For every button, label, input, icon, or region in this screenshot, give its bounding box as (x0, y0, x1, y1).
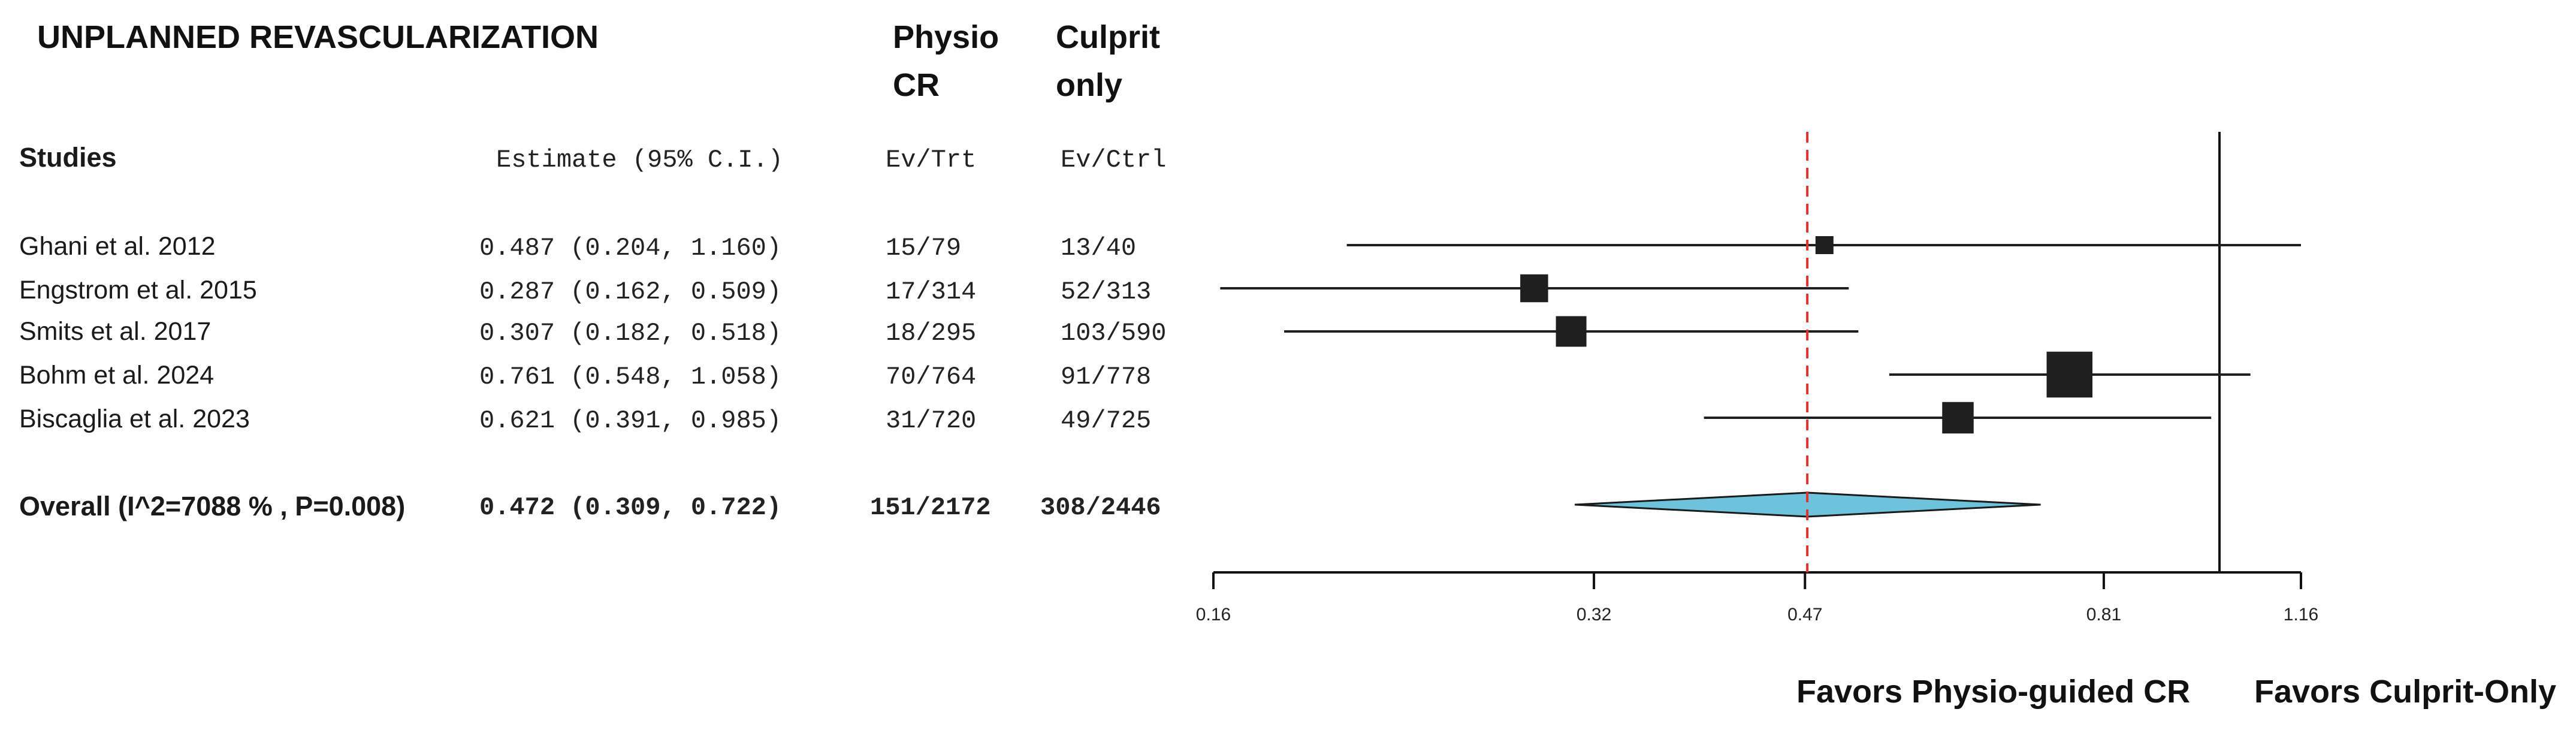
study-row: Bohm et al. 2024 0.761 (0.548, 1.058) 70… (19, 361, 1151, 391)
overall-diamond (1574, 491, 2041, 518)
study-ev-ctrl: 52/313 (1061, 277, 1151, 306)
study-ev-ctrl: 49/725 (1061, 406, 1151, 435)
study-ev-trt: 31/720 (886, 406, 976, 435)
study-label: Smits et al. 2017 (19, 317, 211, 346)
control-group-header-line1: Culprit (1056, 19, 1160, 55)
x-tick-label: 0.32 (1577, 605, 1611, 625)
study-ev-trt: 17/314 (886, 277, 976, 306)
study-label: Bohm et al. 2024 (19, 361, 214, 390)
overall-row: Overall (I^2=7088 % , P=0.008) 0.472 (0.… (19, 491, 1161, 522)
plot-marks: 0.16 0.32 0.47 0.81 1.16 (1196, 132, 2318, 625)
x-tick-label: 1.16 (2284, 605, 2318, 625)
study-estimate: 0.621 (0.391, 0.985) (479, 406, 781, 435)
study-row: Engstrom et al. 2015 0.287 (0.162, 0.509… (19, 276, 1151, 306)
treatment-group-header-line1: Physio (893, 19, 999, 55)
ev-ctrl-column-header: Ev/Ctrl (1061, 146, 1166, 174)
favors-right-label: Favors Culprit-Only (2254, 674, 2556, 710)
treatment-group-header-line2: CR (893, 67, 940, 103)
studies-column-header: Studies (19, 142, 117, 173)
study-point-square (1520, 274, 1548, 303)
overall-label: Overall (I^2=7088 % , P=0.008) (19, 491, 405, 521)
study-ev-trt: 15/79 (886, 234, 961, 263)
study-row: Biscaglia et al. 2023 0.621 (0.391, 0.98… (19, 405, 1151, 435)
study-ev-trt: 18/295 (886, 319, 976, 348)
study-point-square (1942, 402, 1974, 434)
study-ev-ctrl: 91/778 (1061, 363, 1151, 391)
study-ev-ctrl: 103/590 (1061, 319, 1166, 348)
x-tick-label: 0.81 (2086, 605, 2121, 625)
study-label: Ghani et al. 2012 (19, 232, 216, 261)
study-row: Smits et al. 2017 0.307 (0.182, 0.518) 1… (19, 317, 1166, 348)
study-estimate: 0.307 (0.182, 0.518) (479, 319, 781, 348)
study-ev-ctrl: 13/40 (1061, 234, 1136, 263)
chart-title: UNPLANNED REVASCULARIZATION (37, 19, 599, 55)
estimate-column-header: Estimate (95% C.I.) (496, 146, 783, 174)
study-ev-trt: 70/764 (886, 363, 976, 391)
x-tick-label: 0.16 (1196, 605, 1231, 625)
study-point-square (1556, 316, 1587, 347)
study-estimate: 0.487 (0.204, 1.160) (479, 234, 781, 263)
study-label: Biscaglia et al. 2023 (19, 405, 250, 433)
x-tick-label: 0.47 (1787, 605, 1822, 625)
study-point-square (1815, 236, 1834, 254)
overall-ev-ctrl: 308/2446 (1040, 493, 1161, 522)
overall-ev-trt: 151/2172 (870, 493, 991, 522)
control-group-header-line2: only (1056, 67, 1122, 103)
study-estimate: 0.287 (0.162, 0.509) (479, 277, 781, 306)
favors-left-label: Favors Physio-guided CR (1796, 674, 2190, 710)
study-row: Ghani et al. 2012 0.487 (0.204, 1.160) 1… (19, 232, 1136, 263)
study-estimate: 0.761 (0.548, 1.058) (479, 363, 781, 391)
study-point-square (2046, 351, 2093, 398)
study-label: Engstrom et al. 2015 (19, 276, 257, 304)
ev-trt-column-header: Ev/Trt (886, 146, 976, 174)
overall-estimate: 0.472 (0.309, 0.722) (479, 493, 781, 522)
